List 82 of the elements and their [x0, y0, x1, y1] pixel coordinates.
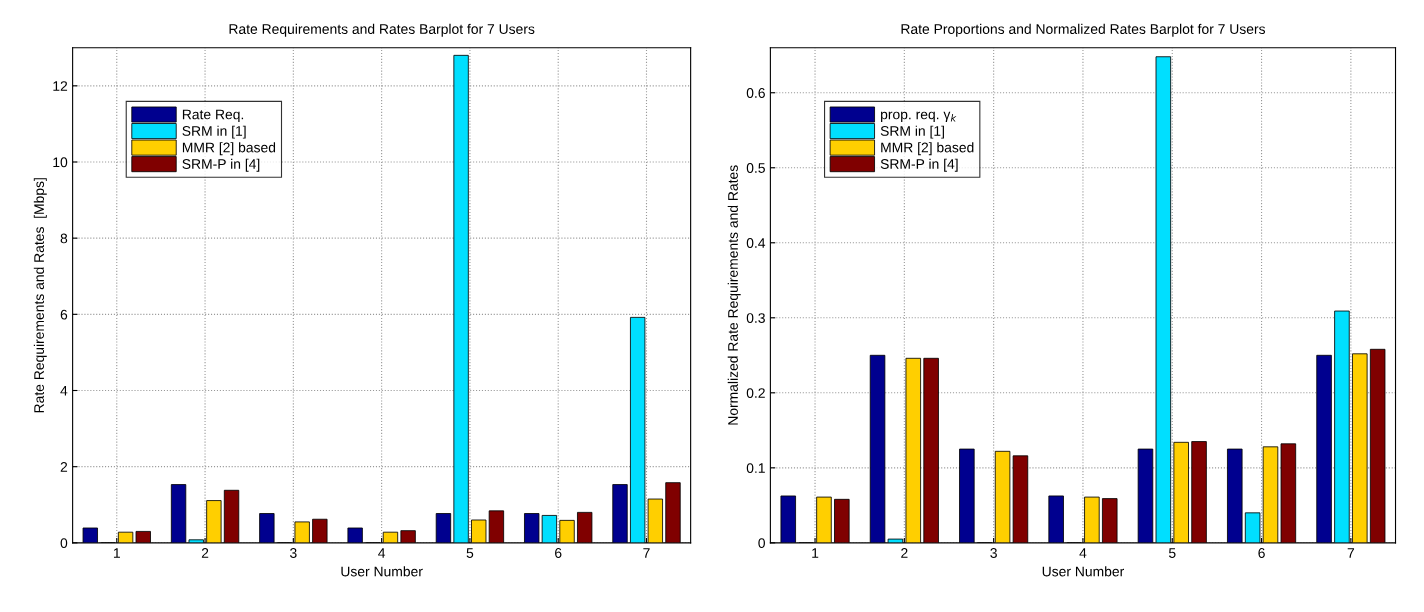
bar — [170, 484, 187, 543]
bar — [206, 500, 222, 543]
bar — [1280, 443, 1297, 543]
chart-title: Rate Requirements and Rates Barplot for 7 Users — [229, 23, 535, 37]
y-tick-label: 0 — [758, 538, 765, 549]
x-axis-title: User Number — [1042, 566, 1125, 577]
legend-label: SRM-P in [4] — [880, 158, 958, 172]
bar — [82, 527, 98, 543]
bar — [312, 518, 328, 543]
legend-label: SRM-P in [4] — [182, 158, 260, 172]
y-tick-label: 0.5 — [746, 163, 765, 173]
legend-label: SRM in [1] — [880, 125, 944, 139]
bar — [223, 489, 240, 543]
x-tick-label: 1 — [113, 548, 120, 558]
x-tick-label: 6 — [1258, 548, 1265, 558]
bar — [188, 539, 204, 543]
bar — [577, 511, 593, 543]
y-tick-label: 6 — [60, 309, 68, 320]
y-tick-label: 0.3 — [746, 313, 765, 323]
bar — [135, 531, 151, 543]
y-tick-label: 4 — [60, 385, 68, 396]
x-tick-label: 7 — [1347, 548, 1355, 558]
y-tick-label: 0.2 — [746, 388, 765, 398]
x-tick-label: 2 — [901, 548, 908, 558]
x-tick-label: 3 — [990, 548, 997, 558]
bar — [780, 495, 796, 543]
bar — [905, 357, 922, 543]
bar — [1334, 310, 1350, 543]
y-tick-label: 0.4 — [746, 238, 766, 248]
bar — [1137, 448, 1154, 543]
legend-label: MMR [2] based — [881, 142, 974, 156]
chart-title: Rate Proportions and Normalized Rates Barplot for 7 Users — [901, 23, 1266, 37]
bar — [488, 510, 505, 543]
y-tick-label: 12 — [53, 81, 68, 91]
bar — [959, 448, 975, 543]
y-tick-label: 10 — [53, 157, 68, 168]
x-tick-label: 4 — [1079, 548, 1087, 558]
bar — [923, 357, 939, 543]
bar — [834, 498, 850, 543]
x-tick-label: 7 — [643, 548, 650, 558]
x-tick-label: 2 — [201, 548, 209, 558]
bar — [1244, 512, 1261, 543]
x-tick-label: 6 — [555, 548, 562, 558]
y-tick-label: 2 — [60, 462, 68, 472]
bar — [1227, 448, 1243, 543]
bar — [1262, 446, 1279, 543]
y-tick-label: 0.1 — [746, 463, 765, 473]
bar — [1191, 441, 1207, 543]
bar — [559, 519, 575, 543]
y-tick-label: 0 — [60, 538, 68, 549]
legend-label: MMR [2] based — [182, 142, 276, 156]
bar — [400, 530, 416, 543]
x-tick-label: 4 — [378, 548, 386, 558]
y-tick-label: 8 — [60, 233, 68, 244]
y-axis-title: Normalized Rate Requirements and Rates — [727, 165, 741, 425]
bar — [259, 513, 275, 543]
legend-label: SRM in [1] — [182, 125, 246, 139]
bar — [1102, 498, 1118, 543]
bar — [471, 519, 487, 543]
bar — [347, 527, 363, 543]
x-tick-label: 3 — [290, 548, 297, 558]
x-tick-label: 1 — [812, 548, 819, 558]
y-axis-title: Rate Requirements and Rates [Mbps] — [33, 178, 47, 413]
bar — [816, 496, 832, 543]
legend-label: prop. req. γ$_{k}$ — [881, 111, 957, 123]
y-tick-label: 0.6 — [746, 88, 765, 98]
bar — [1352, 353, 1368, 543]
legend-label: Rate Req. — [182, 109, 244, 123]
x-axis-title: User Number — [341, 566, 423, 577]
x-tick-label: 5 — [466, 548, 474, 558]
bar — [1173, 441, 1189, 543]
bar — [1084, 496, 1100, 543]
bar — [1369, 348, 1386, 543]
bar — [294, 521, 310, 543]
bar — [435, 513, 452, 543]
bar — [612, 484, 628, 543]
bar — [1155, 56, 1172, 543]
bar — [1316, 354, 1332, 543]
bar — [453, 54, 469, 543]
bar — [1048, 495, 1064, 543]
x-tick-label: 5 — [1168, 548, 1176, 558]
bar — [665, 482, 681, 543]
